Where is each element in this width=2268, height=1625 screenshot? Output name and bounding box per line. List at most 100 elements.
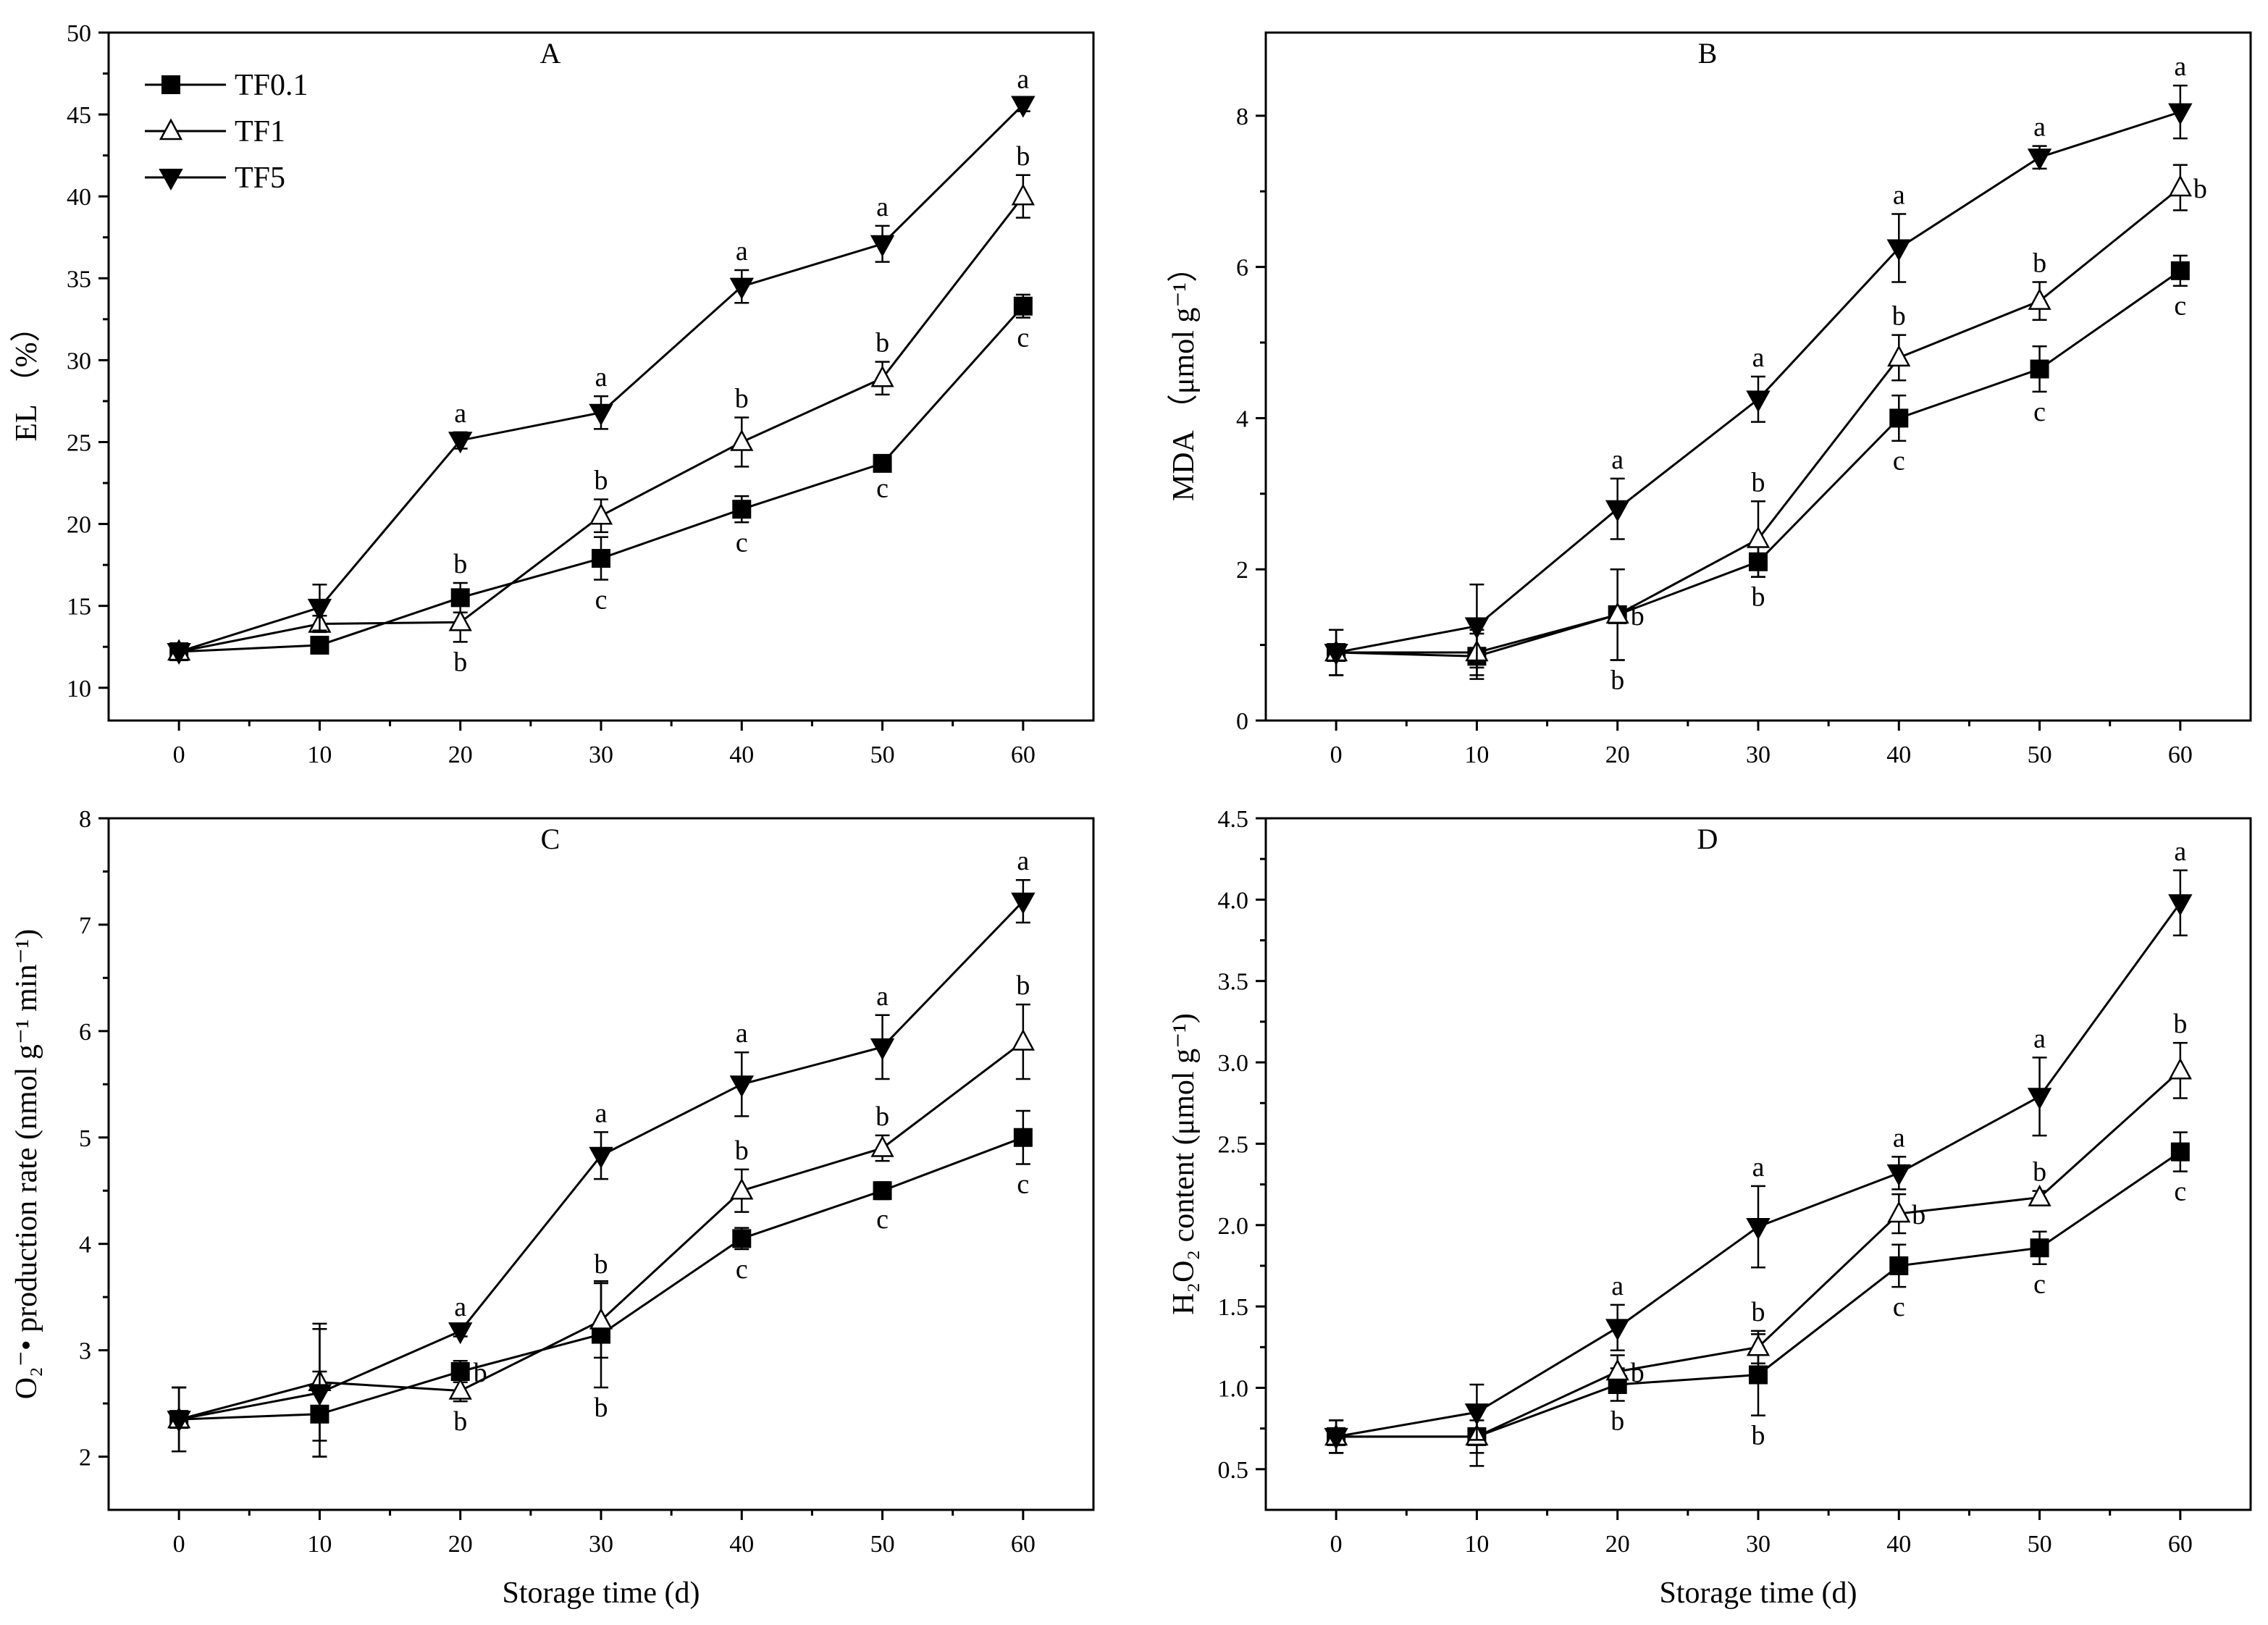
series-tf5: a a a a a xyxy=(167,846,1036,1458)
data-point xyxy=(448,432,473,454)
data-point xyxy=(167,643,191,665)
legend-marker xyxy=(159,118,183,140)
x-tick-label: 40 xyxy=(1886,1531,1911,1558)
significance-letter: a xyxy=(736,1018,748,1049)
data-point xyxy=(732,1229,752,1248)
data-point xyxy=(870,235,895,257)
y-tick-label: 0 xyxy=(1236,708,1248,735)
significance-letter: b xyxy=(735,384,749,414)
significance-letter: b xyxy=(595,1249,608,1280)
data-point xyxy=(589,403,613,426)
significance-letter: b xyxy=(875,328,889,358)
data-point xyxy=(1324,644,1348,666)
significance-letter: b xyxy=(2033,1157,2046,1188)
data-point xyxy=(729,277,754,300)
data-point xyxy=(450,1362,470,1381)
x-tick-label: 30 xyxy=(1746,742,1771,768)
y-tick-label: 2.5 xyxy=(1218,1131,1249,1158)
y-tick-label: 10 xyxy=(67,676,91,702)
y-tick-label: 1.5 xyxy=(1218,1294,1249,1321)
x-tick-label: 60 xyxy=(1011,742,1036,768)
significance-letter: b xyxy=(595,466,608,496)
x-tick-label: 40 xyxy=(729,1531,754,1558)
x-tick-label: 0 xyxy=(1330,742,1343,768)
significance-letter: c xyxy=(2033,397,2046,427)
significance-letter: a xyxy=(736,236,748,266)
data-point xyxy=(589,1307,613,1330)
panel-title: D xyxy=(1697,823,1718,855)
significance-letter: a xyxy=(1752,1152,1765,1183)
y-tick-label: 2 xyxy=(79,1445,91,1471)
data-point xyxy=(2030,359,2049,379)
y-tick-label: 45 xyxy=(67,102,91,129)
data-point xyxy=(1746,1218,1771,1240)
y-axis-label: MDA （μmol g⁻¹） xyxy=(1167,252,1201,501)
significance-letter: b xyxy=(1016,141,1030,172)
significance-letter: b xyxy=(1631,601,1645,631)
panel-title: B xyxy=(1698,37,1718,70)
data-point xyxy=(1464,1403,1490,1426)
legend-label: TF1 xyxy=(235,115,285,148)
significance-letter: a xyxy=(2033,1023,2046,1054)
data-point xyxy=(2168,1057,2192,1080)
data-point xyxy=(1605,500,1630,522)
x-tick-label: 50 xyxy=(2028,1531,2052,1558)
data-point xyxy=(1746,1334,1771,1356)
significance-letter: c xyxy=(876,1204,889,1235)
data-point xyxy=(730,1177,754,1200)
data-point xyxy=(1605,1359,1629,1381)
data-point xyxy=(1013,1128,1033,1147)
significance-letter: a xyxy=(454,398,466,429)
x-tick-label: 30 xyxy=(1746,1531,1771,1558)
data-point xyxy=(1011,96,1036,118)
x-tick-label: 50 xyxy=(2028,742,2052,768)
chart-panel-a: 0 10 20 30 40 50 60 10 15 20 25 30 35 40 45 50 A EL （%） b c… xyxy=(10,20,1095,768)
y-tick-label: 2.0 xyxy=(1218,1213,1249,1240)
data-point xyxy=(2028,287,2051,310)
significance-letter: a xyxy=(1017,846,1029,876)
data-point xyxy=(730,429,754,451)
y-tick-label: 25 xyxy=(67,429,91,456)
significance-letter: a xyxy=(876,981,889,1012)
significance-letter: a xyxy=(454,1292,466,1322)
legend-label: TF5 xyxy=(235,161,285,195)
x-tick-label: 20 xyxy=(448,742,473,768)
panel-title: A xyxy=(540,37,561,70)
significance-letter: c xyxy=(736,1254,748,1285)
significance-letter: b xyxy=(1752,582,1765,613)
significance-letter: c xyxy=(2033,1269,2046,1300)
y-axis-label: EL （%） xyxy=(10,311,43,441)
significance-letter: a xyxy=(1017,64,1029,94)
x-tick-label: 40 xyxy=(729,742,754,768)
panel-title: C xyxy=(541,823,560,855)
data-point xyxy=(1886,1164,1911,1186)
data-point xyxy=(2168,103,2193,125)
y-tick-label: 30 xyxy=(67,348,91,374)
x-tick-label: 0 xyxy=(1330,1531,1343,1558)
significance-letter: a xyxy=(1752,343,1765,373)
significance-letter: b xyxy=(453,549,467,579)
x-tick-label: 60 xyxy=(1011,1531,1036,1558)
y-tick-label: 7 xyxy=(79,912,91,939)
data-point xyxy=(1887,345,1911,367)
significance-letter: a xyxy=(876,192,889,222)
y-tick-label: 5 xyxy=(79,1125,91,1152)
x-axis-label: Storage time (d) xyxy=(1660,1576,1857,1610)
significance-letter: a xyxy=(2174,836,2186,867)
data-point xyxy=(167,1411,191,1433)
data-point xyxy=(1011,1028,1035,1051)
chart-panel-b: 0 10 20 30 40 50 60 0 2 4 6 8 B MDA （μmol g⁻¹） b b c c c b b… xyxy=(1167,31,2252,768)
data-point xyxy=(873,453,892,473)
significance-letter: a xyxy=(1611,445,1624,475)
x-tick-label: 30 xyxy=(589,742,613,768)
data-point xyxy=(2170,1142,2190,1162)
significance-letter: a xyxy=(595,362,608,392)
data-point xyxy=(1011,892,1036,915)
data-point xyxy=(448,1322,473,1345)
data-point xyxy=(2028,1184,2051,1206)
significance-letter: b xyxy=(1892,301,1906,332)
x-tick-label: 40 xyxy=(1886,742,1911,768)
data-point xyxy=(873,1181,892,1201)
y-tick-label: 3.5 xyxy=(1218,969,1249,996)
data-point xyxy=(870,365,894,387)
